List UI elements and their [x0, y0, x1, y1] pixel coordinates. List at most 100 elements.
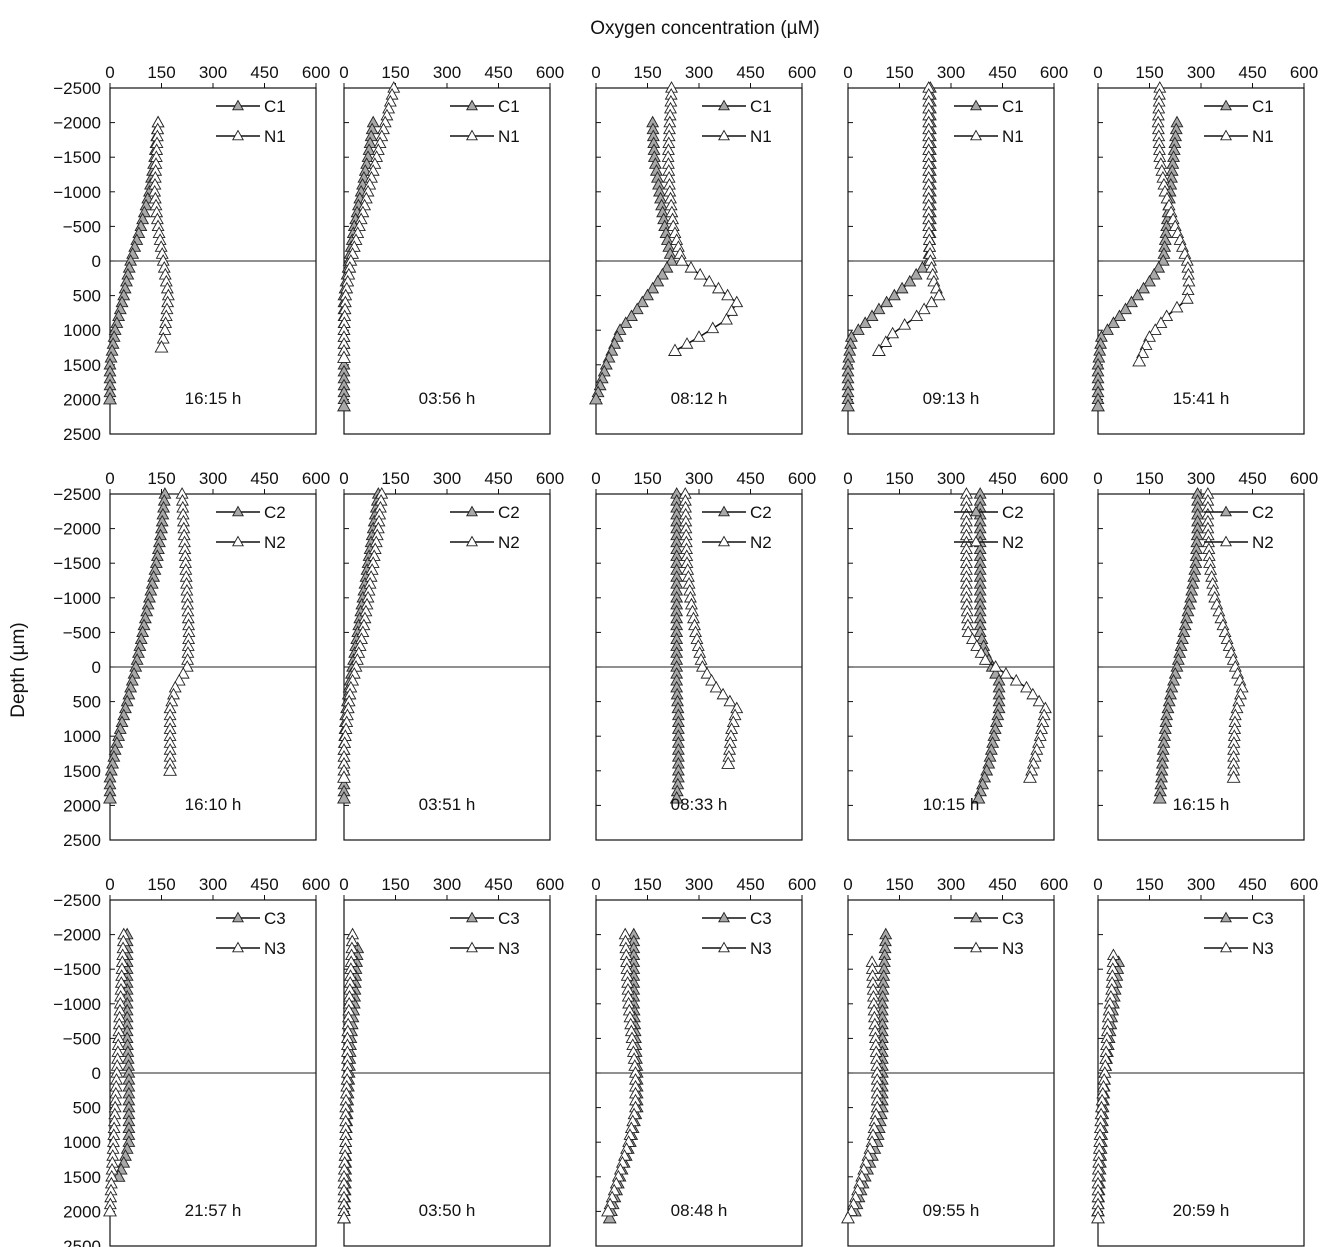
panel-r2c1: 0 150 300 450 600 −2500 −2000 −1500 −1000 −500 0 50… [53, 469, 330, 850]
marker-C1 [1125, 295, 1138, 308]
x-tick-label: 450 [988, 469, 1016, 488]
marker-N2 [709, 680, 723, 693]
time-label: 08:33 h [671, 795, 728, 814]
time-label: 08:12 h [671, 389, 728, 408]
x-tick-label: 0 [1093, 469, 1102, 488]
marker-C1 [1143, 274, 1156, 287]
marker-N1 [387, 81, 401, 93]
legend-marker [718, 535, 730, 547]
legend-entry-C1: C1 [954, 97, 1024, 116]
legend-entry-N2: N2 [1204, 533, 1274, 552]
x-tick-label: 0 [339, 469, 348, 488]
marker-N1 [680, 337, 694, 349]
y-tick-label: 1000 [63, 321, 101, 340]
x-tick-label: 600 [536, 875, 564, 894]
y-tick-label: 1500 [63, 1168, 101, 1187]
marker-N1 [721, 288, 735, 301]
x-tick-label: 300 [433, 875, 461, 894]
marker-C1 [660, 260, 674, 273]
x-tick-label: 150 [381, 875, 409, 894]
marker-N3 [841, 1210, 855, 1224]
x-tick-label: 600 [788, 875, 816, 894]
x-tick-label: 0 [105, 63, 114, 82]
marker-N2 [1023, 770, 1037, 783]
marker-C1 [1156, 254, 1170, 266]
legend-entry-C1: C1 [702, 97, 772, 116]
legend-entry-N3: N3 [450, 939, 520, 958]
x-tick-label: 150 [381, 469, 409, 488]
marker-N2 [700, 666, 714, 679]
panel-r3c3: 0 150 300 450 600 C3 N3 08:48 h [591, 875, 816, 1247]
marker-C1 [872, 302, 886, 315]
legend-entry-N3: N3 [216, 939, 286, 958]
x-tick-label: 600 [1290, 469, 1318, 488]
x-tick-label: 600 [1040, 469, 1068, 488]
marker-N2 [970, 639, 984, 651]
marker-C2 [103, 791, 117, 804]
legend-marker [1220, 941, 1232, 953]
legend-marker [232, 505, 244, 517]
marker-N1 [898, 318, 912, 330]
x-tick-label: 300 [937, 469, 965, 488]
marker-N3 [1091, 1210, 1105, 1224]
legend-label: N1 [1252, 127, 1274, 146]
legend-label: C1 [264, 97, 286, 116]
marker-N1 [158, 323, 172, 335]
x-tick-label: 0 [1093, 875, 1102, 894]
legend-label: C3 [750, 909, 772, 928]
marker-C1 [895, 281, 909, 294]
y-tick-label: −2500 [53, 891, 101, 910]
legend-entry-C2: C2 [216, 503, 286, 522]
x-tick-label: 150 [633, 469, 661, 488]
x-tick-label: 450 [988, 63, 1016, 82]
panel-r3c5: 0 150 300 450 600 C3 N3 20:59 h [1091, 875, 1318, 1247]
legend-entry-N1: N1 [954, 127, 1024, 146]
legend-label: N1 [1002, 127, 1024, 146]
x-tick-label: 0 [105, 469, 114, 488]
time-label: 03:51 h [419, 795, 476, 814]
marker-N2 [989, 660, 1003, 672]
legend-marker [466, 941, 478, 953]
legend-marker [232, 535, 244, 547]
y-tick-label: −500 [63, 217, 101, 236]
time-label: 03:56 h [419, 389, 476, 408]
legend-entry-C2: C2 [450, 503, 520, 522]
legend-entry-C3: C3 [216, 909, 286, 928]
marker-C1 [909, 267, 923, 280]
legend-label: C2 [498, 503, 520, 522]
legend-marker [1220, 505, 1232, 517]
panel-r1c2: 0 150 300 450 600 C1 N1 03:56 h [337, 63, 564, 435]
legend-label: C2 [750, 503, 772, 522]
panel-r2c2: 0 150 300 450 600 C2 N2 03:51 h [337, 469, 564, 841]
x-tick-label: 300 [685, 469, 713, 488]
marker-C1 [865, 309, 879, 322]
marker-C1 [651, 274, 665, 287]
legend-marker [970, 99, 982, 111]
legend-marker [466, 99, 478, 111]
marker-N1 [730, 295, 744, 308]
x-tick-label: 0 [339, 63, 348, 82]
legend-label: C3 [1252, 909, 1274, 928]
legend-marker [232, 941, 244, 953]
marker-N1 [711, 281, 725, 294]
time-label: 16:15 h [1173, 795, 1230, 814]
x-tick-label: 0 [843, 63, 852, 82]
y-tick-label: −1500 [53, 960, 101, 979]
x-tick-label: 150 [1135, 469, 1163, 488]
legend-marker [1220, 535, 1232, 547]
legend-marker [970, 129, 982, 141]
marker-N1 [156, 331, 170, 344]
marker-N1 [1136, 346, 1150, 358]
marker-N1 [1132, 353, 1147, 367]
legend-entry-N1: N1 [702, 127, 772, 146]
x-tick-label: 150 [1135, 875, 1163, 894]
legend-label: N2 [1002, 533, 1024, 552]
marker-C1 [589, 391, 603, 405]
y-tick-label: −1000 [53, 183, 101, 202]
x-tick-label: 150 [381, 63, 409, 82]
legend-label: N3 [498, 939, 520, 958]
y-tick-label: −500 [63, 1029, 101, 1048]
x-tick-label: 600 [1040, 63, 1068, 82]
y-tick-label: −2000 [53, 926, 101, 945]
panel-r3c2: 0 150 300 450 600 C3 N3 03:50 h [337, 875, 564, 1247]
